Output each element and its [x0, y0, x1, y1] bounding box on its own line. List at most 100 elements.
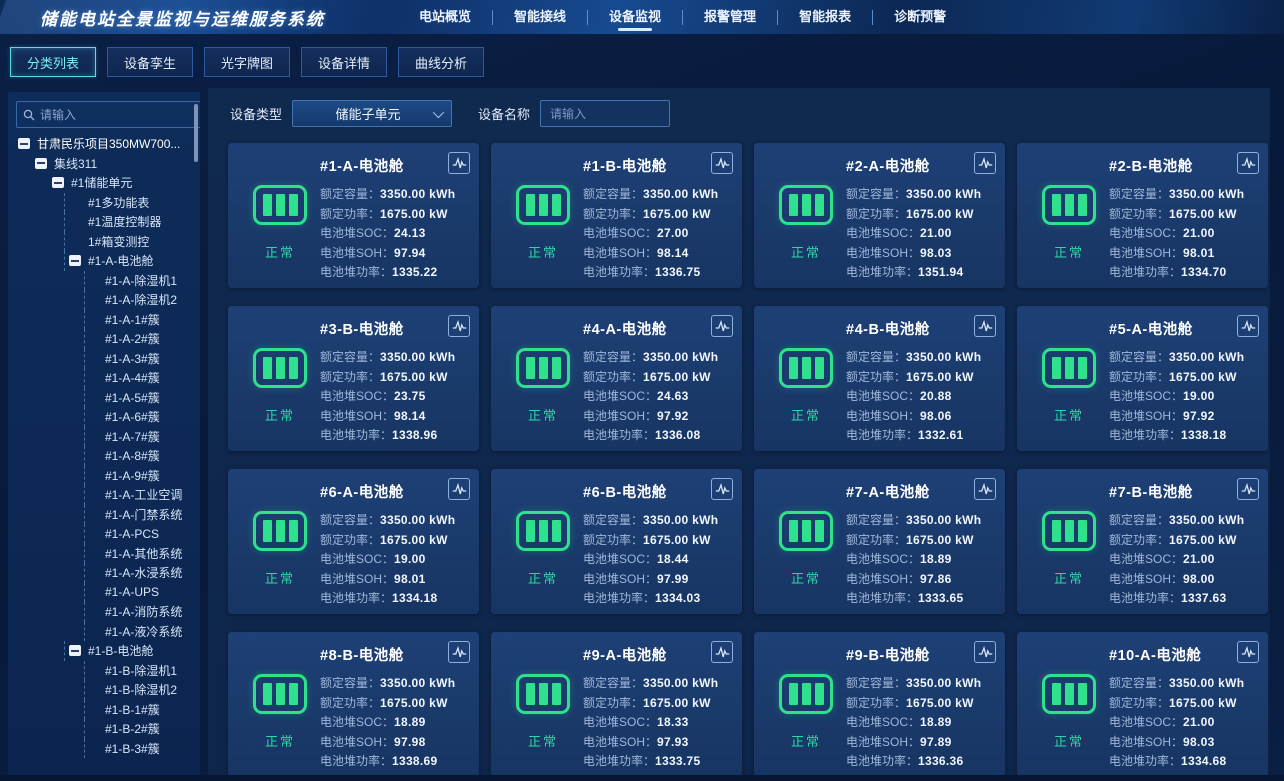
trend-chart-icon[interactable] — [711, 315, 733, 337]
tree-item[interactable]: #1-A-4#簇 — [8, 368, 200, 388]
tab-2[interactable]: 设备孪生 — [107, 47, 193, 77]
status-text: 正常 — [264, 571, 295, 586]
device-card[interactable]: 正常 #8-B-电池舱 额定容量：3350.00 kWh 额定功率：1675.00 k… — [228, 632, 479, 777]
device-card[interactable]: 正常 #7-A-电池舱 额定容量：3350.00 kWh 额定功率：1675.00 k… — [754, 469, 1005, 614]
device-name-input[interactable] — [540, 100, 671, 127]
tree-item[interactable]: #1-B-除湿机2 — [8, 680, 200, 700]
metric-label: 电池堆功率： — [1109, 428, 1182, 442]
metric-value: 98.03 — [920, 245, 952, 260]
trend-chart-icon[interactable] — [711, 478, 733, 500]
trend-chart-icon[interactable] — [974, 478, 996, 500]
tree-item[interactable]: #1-B-3#簇 — [8, 738, 200, 759]
tree-item[interactable]: #1-A-5#簇 — [8, 387, 200, 408]
tree-item[interactable]: #1-A-消防系统 — [8, 602, 200, 622]
tree-item[interactable]: #1-A-工业空调 — [8, 485, 200, 505]
nav-item-3[interactable]: 设备监视 — [588, 0, 682, 34]
trend-chart-icon[interactable] — [974, 152, 996, 174]
nav-item-2[interactable]: 智能接线 — [514, 9, 567, 24]
tree-item[interactable]: #1-A-液冷系统 — [8, 621, 200, 642]
device-card[interactable]: 正常 #3-B-电池舱 额定容量：3350.00 kWh 额定功率：1675.00 k… — [228, 306, 479, 451]
trend-chart-icon[interactable] — [448, 478, 470, 500]
nav-item-5[interactable]: 智能报表 — [799, 9, 852, 24]
metric-value: 21.00 — [1183, 715, 1215, 729]
tree-item[interactable]: #1-A-其他系统 — [8, 543, 200, 564]
device-card[interactable]: 正常 #1-A-电池舱 额定容量：3350.00 kWh 额定功率：1675.00 k… — [228, 143, 479, 288]
tree-item[interactable]: #1-A-6#簇 — [8, 407, 200, 427]
trend-chart-icon[interactable] — [448, 152, 470, 174]
nav-item-4[interactable]: 报警管理 — [704, 9, 757, 24]
trend-chart-icon[interactable] — [974, 315, 996, 337]
device-card[interactable]: 正常 #4-A-电池舱 额定容量：3350.00 kWh 额定功率：1675.00 k… — [491, 306, 742, 451]
tab-1[interactable]: 分类列表 — [10, 47, 96, 77]
tree-item[interactable]: #1-A-水浸系统 — [8, 563, 200, 583]
tree-item[interactable]: #1-A-除湿机2 — [8, 290, 200, 310]
device-card[interactable]: 正常 #7-B-电池舱 额定容量：3350.00 kWh 额定功率：1675.00 k… — [1017, 469, 1268, 614]
tree-item[interactable]: #1-A-门禁系统 — [8, 504, 200, 525]
trend-chart-icon[interactable] — [448, 641, 470, 663]
tree-collapse-icon[interactable] — [18, 138, 30, 150]
tree-collapse-icon[interactable] — [52, 177, 64, 189]
tree-collapse-icon[interactable] — [69, 255, 81, 267]
tree-item[interactable]: #1-A-9#簇 — [8, 465, 200, 486]
tree-item[interactable]: #1-A-UPS — [8, 582, 200, 603]
tree-item[interactable]: #1-A-1#簇 — [8, 309, 200, 330]
tree-item[interactable]: 1#箱变测控 — [8, 231, 200, 252]
tree-item[interactable]: #1温度控制器 — [8, 212, 200, 232]
tree-item[interactable]: #1-A-7#簇 — [8, 426, 200, 447]
nav-item-1[interactable]: 电站概览 — [419, 9, 472, 24]
device-card[interactable]: 正常 #1-B-电池舱 额定容量：3350.00 kWh 额定功率：1675.00 k… — [491, 143, 742, 288]
device-card[interactable]: 正常 #9-A-电池舱 额定容量：3350.00 kWh 额定功率：1675.00 k… — [491, 632, 742, 777]
tree-collapse-icon[interactable] — [69, 645, 81, 657]
tree-search-input[interactable] — [40, 107, 195, 122]
tree-item[interactable]: #1-B-2#簇 — [8, 719, 200, 739]
tab-4[interactable]: 设备详情 — [301, 47, 387, 77]
card-info: #10-A-电池舱 额定容量：3350.00 kWh 额定功率：1675.00 kW… — [1109, 644, 1260, 772]
metric-value: 3350.00 kWh — [380, 513, 456, 527]
tab-5[interactable]: 曲线分析 — [398, 47, 484, 77]
tree-item[interactable]: #1多功能表 — [8, 192, 200, 213]
battery-icon — [516, 185, 570, 225]
tree-item[interactable]: #1-A-8#簇 — [8, 446, 200, 466]
tree-item[interactable]: #1-A-2#簇 — [8, 329, 200, 349]
metric-label: 电池堆SOC： — [320, 552, 395, 566]
trend-chart-icon[interactable] — [1237, 641, 1259, 663]
device-card[interactable]: 正常 #2-B-电池舱 额定容量：3350.00 kWh 额定功率：1675.00 k… — [1017, 143, 1268, 288]
tree-item[interactable]: 集线311 — [8, 154, 200, 174]
device-card[interactable]: 正常 #6-A-电池舱 额定容量：3350.00 kWh 额定功率：1675.00 k… — [228, 469, 479, 614]
trend-chart-icon[interactable] — [711, 152, 733, 174]
tree-search-box[interactable] — [16, 101, 200, 128]
card-title: #2-A-电池舱 — [846, 159, 930, 175]
card-status-block: 正常 — [503, 511, 583, 587]
tree-item[interactable]: #1-A-除湿机1 — [8, 270, 200, 291]
tree-item[interactable]: 甘肃民乐项目350MW700... — [8, 134, 200, 154]
metric-label: 电池堆SOH： — [1109, 571, 1184, 586]
device-card[interactable]: 正常 #9-B-电池舱 额定容量：3350.00 kWh 额定功率：1675.00 k… — [754, 632, 1005, 777]
trend-chart-icon[interactable] — [1237, 478, 1259, 500]
tree-item[interactable]: #1-B-1#簇 — [8, 699, 200, 720]
tree-item[interactable]: #1-B-除湿机1 — [8, 660, 200, 681]
trend-chart-icon[interactable] — [1237, 315, 1259, 337]
trend-chart-icon[interactable] — [711, 641, 733, 663]
device-card[interactable]: 正常 #2-A-电池舱 额定容量：3350.00 kWh 额定功率：1675.00 k… — [754, 143, 1005, 288]
metric-row: 电池堆SOH：98.01 — [320, 570, 471, 590]
device-card[interactable]: 正常 #4-B-电池舱 额定容量：3350.00 kWh 额定功率：1675.00 k… — [754, 306, 1005, 451]
nav-item-6[interactable]: 诊断预警 — [894, 9, 947, 24]
tree-item[interactable]: #1-B-电池舱 — [8, 641, 200, 661]
tree-item-label: #1-A-7#簇 — [105, 429, 160, 444]
trend-chart-icon[interactable] — [448, 315, 470, 337]
tree-item[interactable]: #1储能单元 — [8, 173, 200, 193]
tree-item[interactable]: #1-A-3#簇 — [8, 348, 200, 369]
tree-collapse-icon[interactable] — [35, 157, 47, 169]
trend-chart-icon[interactable] — [974, 641, 996, 663]
device-type-select[interactable]: 储能子单元 — [292, 100, 453, 127]
metric-row: 电池堆SOC：21.00 — [1109, 713, 1260, 733]
tree-item[interactable]: #1-A-电池舱 — [8, 251, 200, 271]
device-card[interactable]: 正常 #10-A-电池舱 额定容量：3350.00 kWh 额定功率：1675.00 … — [1017, 632, 1268, 777]
metric-label: 电池堆功率： — [320, 754, 393, 768]
sidebar-scrollbar[interactable] — [194, 104, 198, 162]
tab-3[interactable]: 光字牌图 — [204, 47, 290, 77]
device-card[interactable]: 正常 #5-A-电池舱 额定容量：3350.00 kWh 额定功率：1675.00 k… — [1017, 306, 1268, 451]
tree-item[interactable]: #1-A-PCS — [8, 524, 200, 544]
trend-chart-icon[interactable] — [1237, 152, 1259, 174]
device-card[interactable]: 正常 #6-B-电池舱 额定容量：3350.00 kWh 额定功率：1675.00 k… — [491, 469, 742, 614]
